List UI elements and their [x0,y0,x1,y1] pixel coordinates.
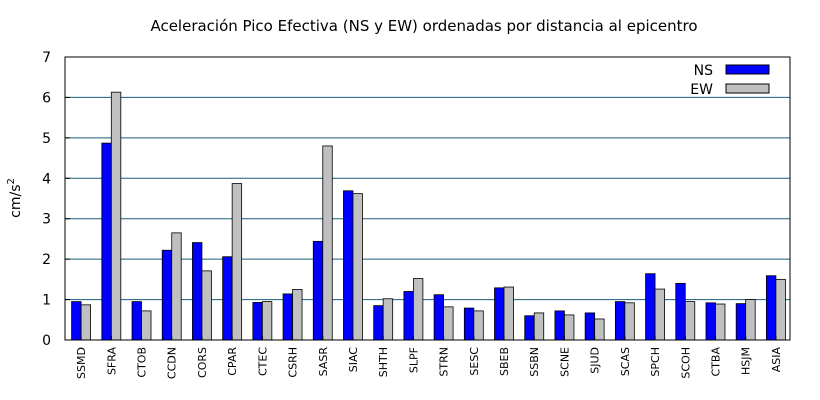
x-tick-label: CSRH [287,347,300,378]
y-tick-label: 4 [42,171,51,187]
bar-ns-csrh [282,293,293,341]
bar-ew-cpar [231,183,243,341]
y-tick-label: 3 [42,212,51,228]
bar-ew-ssmd [80,304,92,341]
bar-ew-ctob [141,310,152,341]
bar-ns-scoh [675,282,686,341]
legend-label-ns: NS [694,63,713,79]
y-axis-label: cm/s2 [6,178,24,218]
bar-ns-slpf [403,291,414,341]
bar-ew-ccdn [171,232,182,341]
bar-ns-siac [343,190,354,341]
bar-ew-sbeb [503,286,514,341]
legend-swatch-ns [725,64,770,75]
x-tick-label: SFRA [105,347,118,376]
bar-ew-ctba [715,303,726,341]
x-tick-label: CTBA [709,347,722,377]
y-axis: 0 1 2 3 4 5 6 7 [42,50,70,349]
bar-ew-ctec [261,301,273,341]
x-tick-label: CPAR [226,347,239,376]
x-tick-label: SPCH [649,347,662,377]
x-tick-label: ASIA [770,347,783,373]
x-tick-label: SASR [317,347,330,377]
bar-ns-cors [192,242,203,341]
bar-ns-hsjm [735,303,747,341]
bar-ns-sbeb [494,287,505,341]
bar-ew-cors [201,270,212,341]
bars [71,91,786,341]
x-tick-label: HSJM [740,347,753,375]
bar-ew-hsjm [745,299,756,341]
bar-ns-sasr [312,240,324,341]
bar-ns-ssbn [524,315,535,341]
bar-ns-sesc [463,307,475,341]
bar-ew-sasr [322,145,333,341]
y-tick-label: 6 [42,90,51,106]
bar-ns-scas [614,301,626,341]
x-tick-label: SHTH [377,347,390,377]
x-tick-label: CTOB [136,347,149,378]
bar-ns-ssmd [71,301,82,341]
x-tick-label: STRN [438,347,451,377]
bar-ns-asia [765,275,777,341]
x-tick-label: SCAS [619,347,632,376]
bar-ew-csrh [292,289,303,341]
x-tick-label: SJUD [589,347,602,374]
x-tick-label: SLPF [407,347,420,373]
bar-ew-scne [564,314,575,341]
x-tick-label: CCDN [166,347,179,379]
bar-ns-sjud [584,312,596,341]
bar-ns-cpar [222,256,233,341]
gridlines [65,96,790,301]
x-tick-label: SSMD [75,347,88,379]
bar-ns-scne [554,310,565,341]
bar-ew-strn [443,306,454,341]
x-tick-label: CTEC [256,347,269,376]
y-axis-unit: cm/s [8,185,24,218]
bar-ns-shth [373,305,384,341]
x-tick-label: SESC [468,347,481,376]
bar-ew-sfra [110,91,122,341]
x-tick-label: SBEB [498,347,511,376]
bar-ns-ctba [705,302,716,341]
bar-ew-slpf [412,278,424,341]
y-axis-unit-exponent: 2 [6,178,17,184]
x-axis: SSMD SFRA CTOB CCDN CORS CPAR CTEC CSRH SASR SIAC… [75,336,783,379]
bar-ew-sesc [473,310,484,341]
y-tick-label: 1 [42,293,51,309]
x-tick-label: SCNE [558,347,571,377]
x-tick-label: SSBN [528,347,541,377]
legend-swatch-ew [725,83,770,94]
bar-ew-sjud [594,318,605,341]
chart-title: Aceleración Pico Efectiva (NS y EW) orde… [150,17,697,35]
bar-ew-shth [382,298,394,341]
y-tick-label: 0 [42,333,51,349]
legend: NS EW [690,63,770,98]
bar-ew-scas [624,302,635,341]
plot-frame [64,56,791,341]
bar-ns-ctob [131,301,142,341]
y-tick-label: 2 [42,252,51,268]
bar-ew-scoh [684,301,696,341]
bar-ew-spch [654,288,665,341]
x-tick-label: SCOH [679,347,692,379]
bar-ew-siac [352,193,363,341]
y-tick-label: 7 [42,50,51,66]
bar-ew-ssbn [533,312,545,341]
bar-ns-spch [645,273,656,341]
y-tick-label: 5 [42,131,51,147]
legend-label-ew: EW [690,82,713,98]
bar-ns-ccdn [161,249,173,341]
bar-ns-sfra [101,142,112,341]
x-tick-label: CORS [196,347,209,378]
bar-ns-ctec [252,302,263,341]
bar-ns-strn [433,294,445,341]
bar-ew-asia [775,278,786,341]
x-tick-label: SIAC [347,347,360,373]
